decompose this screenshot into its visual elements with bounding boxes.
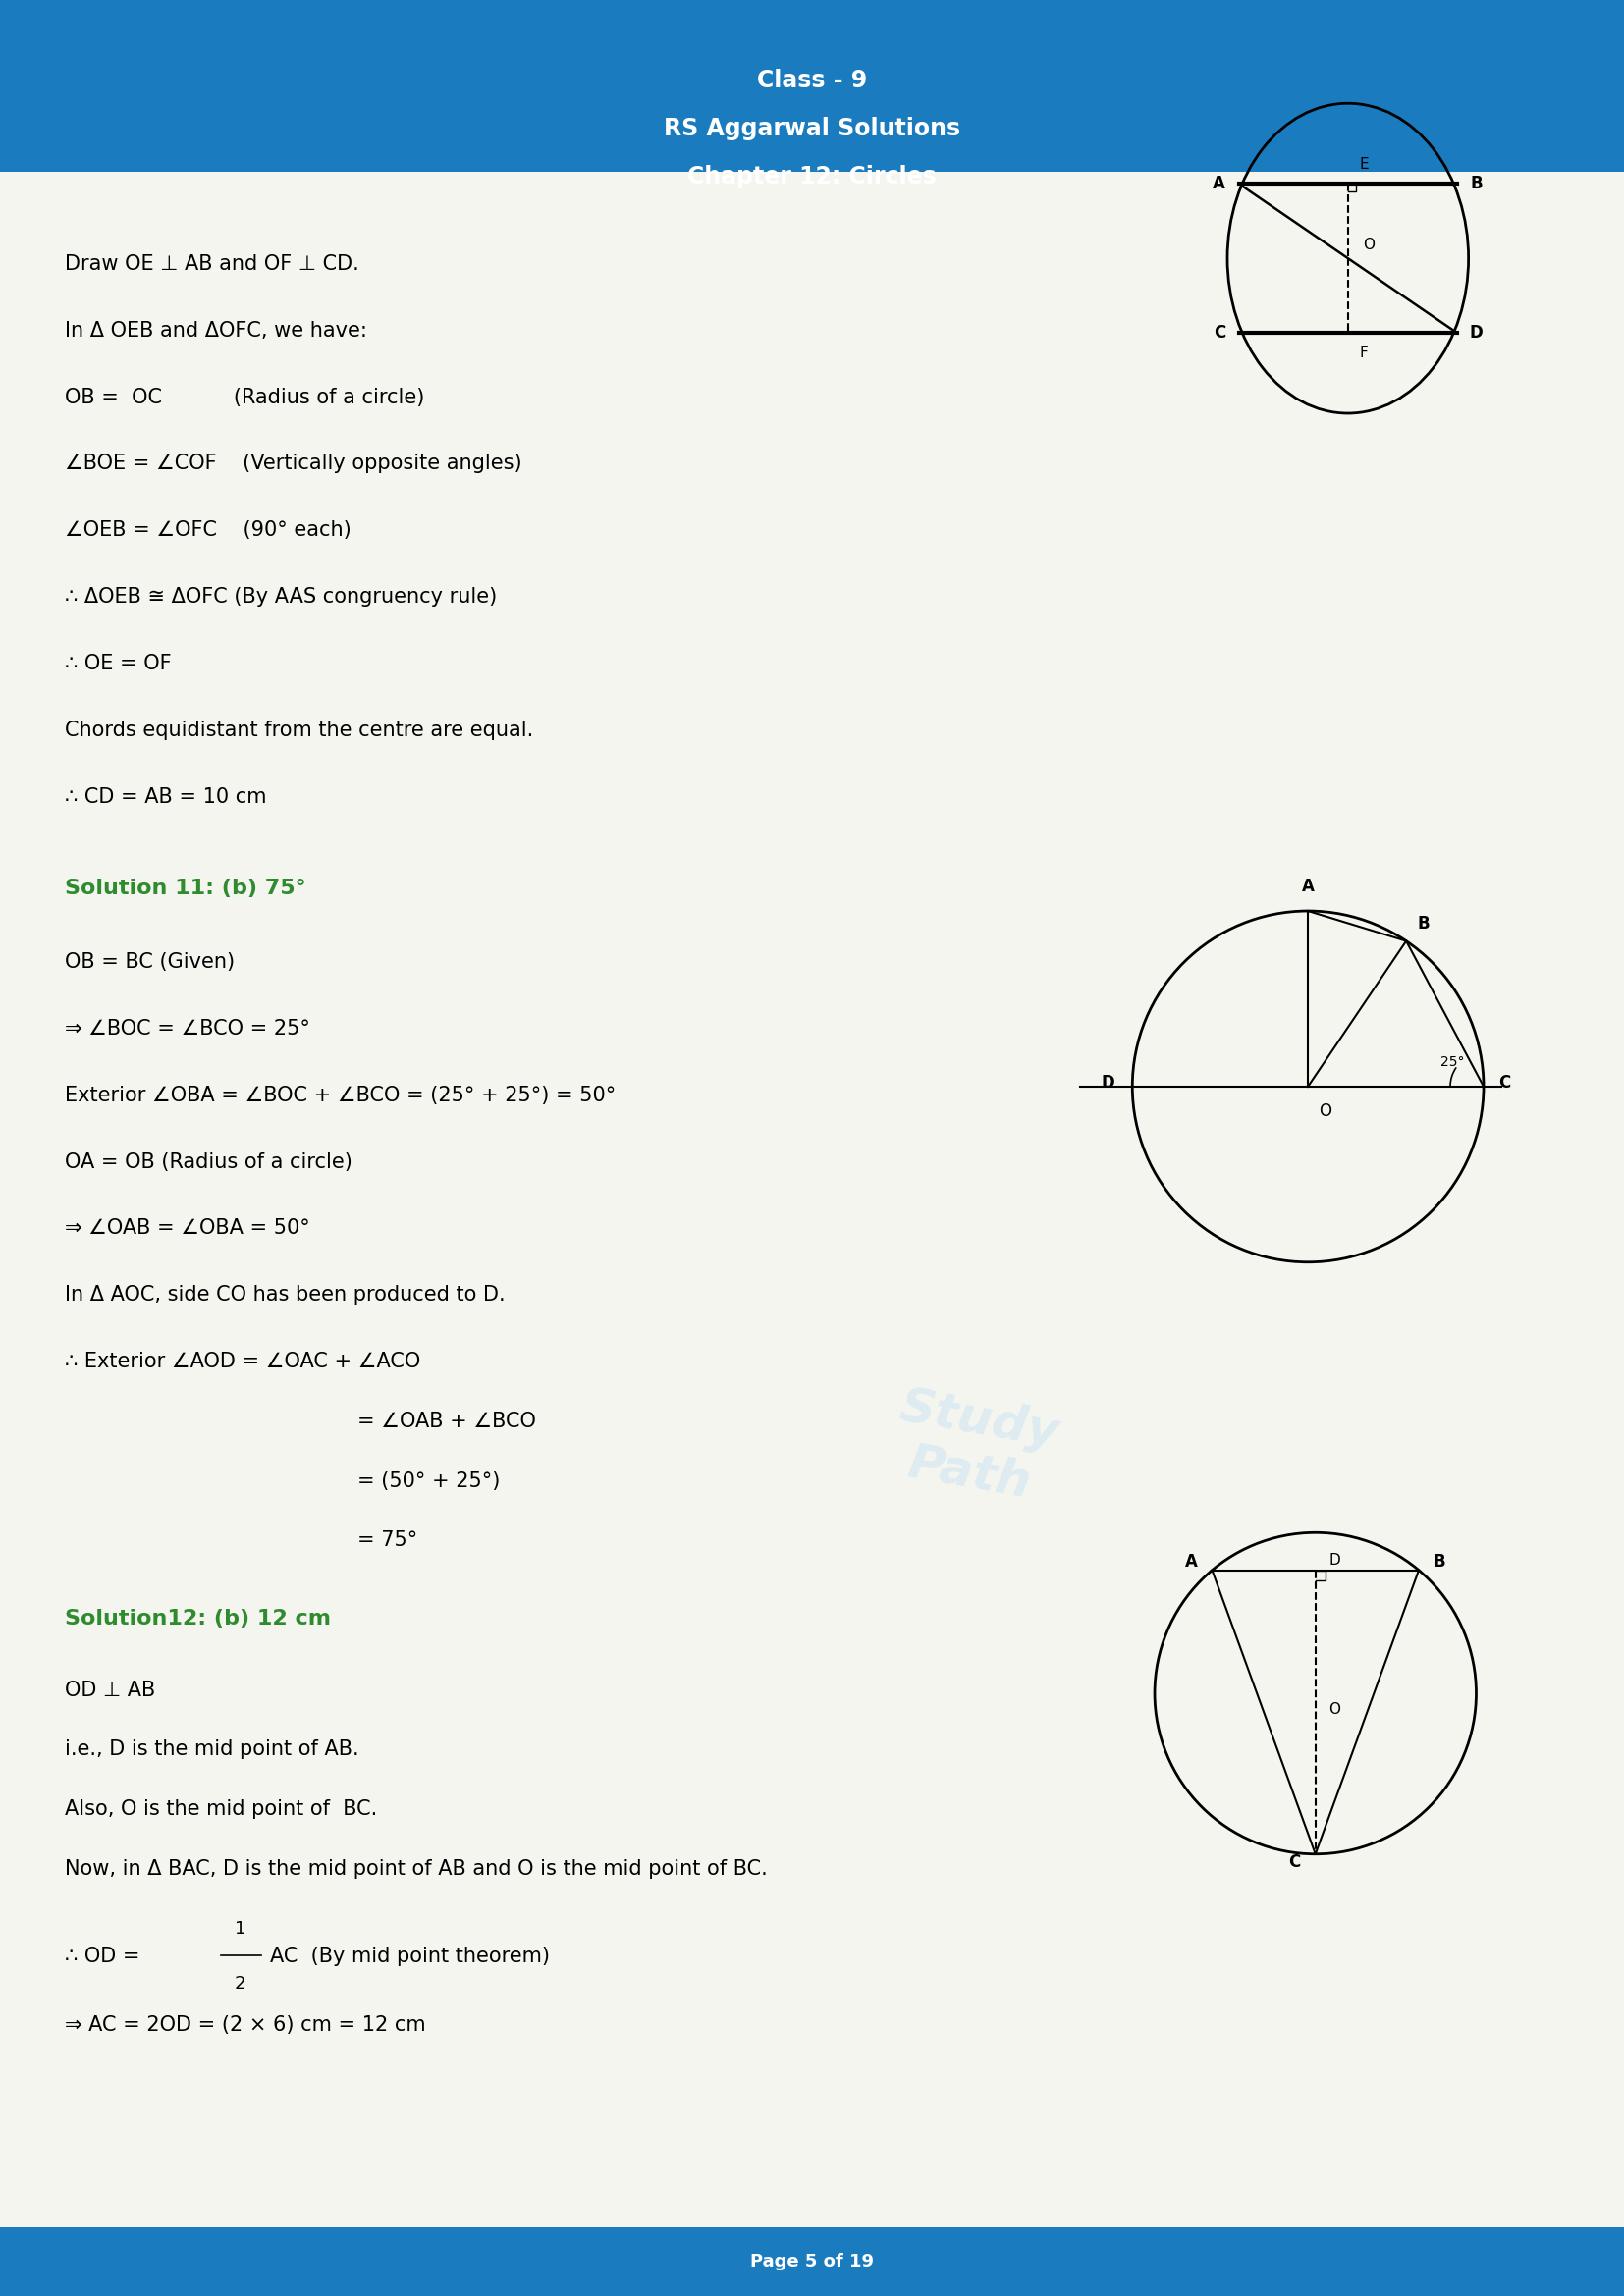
Text: ⇒ ∠OAB = ∠OBA = 50°: ⇒ ∠OAB = ∠OBA = 50° — [65, 1219, 310, 1238]
Text: O: O — [1363, 236, 1374, 253]
Text: Chapter 12: Circles: Chapter 12: Circles — [687, 165, 937, 188]
Text: 2: 2 — [235, 1975, 245, 1993]
Text: D: D — [1328, 1552, 1340, 1568]
FancyBboxPatch shape — [0, 0, 1624, 172]
Text: ∴ ΔOEB ≅ ΔOFC (By AAS congruency rule): ∴ ΔOEB ≅ ΔOFC (By AAS congruency rule) — [65, 588, 497, 606]
Text: i.e., D is the mid point of AB.: i.e., D is the mid point of AB. — [65, 1740, 359, 1759]
Text: Page 5 of 19: Page 5 of 19 — [750, 2252, 874, 2271]
Text: A: A — [1302, 877, 1314, 895]
Text: F: F — [1359, 344, 1369, 360]
Text: Solution12: (b) 12 cm: Solution12: (b) 12 cm — [65, 1609, 331, 1628]
Text: B: B — [1470, 174, 1483, 193]
Text: O: O — [1319, 1102, 1332, 1120]
Text: Now, in Δ BAC, D is the mid point of AB and O is the mid point of BC.: Now, in Δ BAC, D is the mid point of AB … — [65, 1860, 768, 1878]
Text: = 75°: = 75° — [357, 1531, 417, 1550]
Text: C: C — [1499, 1075, 1510, 1093]
Text: Draw OE ⊥ AB and OF ⊥ CD.: Draw OE ⊥ AB and OF ⊥ CD. — [65, 255, 359, 273]
Text: ∴ Exterior ∠AOD = ∠OAC + ∠ACO: ∴ Exterior ∠AOD = ∠OAC + ∠ACO — [65, 1352, 421, 1371]
Text: B: B — [1418, 914, 1431, 932]
Text: D: D — [1470, 324, 1483, 342]
Text: 25°: 25° — [1440, 1056, 1463, 1070]
Text: OD ⊥ AB: OD ⊥ AB — [65, 1681, 156, 1699]
Text: ∴ CD = AB = 10 cm: ∴ CD = AB = 10 cm — [65, 788, 266, 806]
Text: Also, O is the mid point of  BC.: Also, O is the mid point of BC. — [65, 1800, 377, 1818]
Text: ∠BOE = ∠COF    (Vertically opposite angles): ∠BOE = ∠COF (Vertically opposite angles) — [65, 455, 523, 473]
Text: D: D — [1101, 1075, 1114, 1093]
Text: Solution 11: (b) 75°: Solution 11: (b) 75° — [65, 879, 307, 898]
Text: C: C — [1213, 324, 1226, 342]
Text: O: O — [1328, 1701, 1341, 1717]
Text: AC  (By mid point theorem): AC (By mid point theorem) — [270, 1947, 549, 1965]
Text: Exterior ∠OBA = ∠BOC + ∠BCO = (25° + 25°) = 50°: Exterior ∠OBA = ∠BOC + ∠BCO = (25° + 25°… — [65, 1086, 615, 1104]
Text: OB = BC (Given): OB = BC (Given) — [65, 953, 235, 971]
Text: ⇒ ∠BOC = ∠BCO = 25°: ⇒ ∠BOC = ∠BCO = 25° — [65, 1019, 310, 1038]
Text: = ∠OAB + ∠BCO: = ∠OAB + ∠BCO — [357, 1412, 536, 1430]
Text: C: C — [1288, 1853, 1301, 1871]
Text: Class - 9: Class - 9 — [757, 69, 867, 92]
Text: B: B — [1434, 1554, 1445, 1570]
Text: In Δ AOC, side CO has been produced to D.: In Δ AOC, side CO has been produced to D… — [65, 1286, 505, 1304]
Text: A: A — [1186, 1554, 1197, 1570]
Text: A: A — [1213, 174, 1226, 193]
Text: = (50° + 25°): = (50° + 25°) — [357, 1472, 500, 1490]
FancyBboxPatch shape — [0, 2227, 1624, 2296]
Text: ∴ OE = OF: ∴ OE = OF — [65, 654, 172, 673]
Text: Study
Path: Study Path — [887, 1382, 1062, 1511]
Text: OB =  OC           (Radius of a circle): OB = OC (Radius of a circle) — [65, 388, 425, 406]
Text: 1: 1 — [235, 1919, 245, 1938]
Text: ∴ OD =: ∴ OD = — [65, 1947, 146, 1965]
Text: E: E — [1359, 156, 1369, 172]
Text: In Δ OEB and ΔOFC, we have:: In Δ OEB and ΔOFC, we have: — [65, 321, 367, 340]
Text: OA = OB (Radius of a circle): OA = OB (Radius of a circle) — [65, 1153, 352, 1171]
Text: ⇒ AC = 2OD = (2 × 6) cm = 12 cm: ⇒ AC = 2OD = (2 × 6) cm = 12 cm — [65, 2016, 425, 2034]
Text: Chords equidistant from the centre are equal.: Chords equidistant from the centre are e… — [65, 721, 534, 739]
Text: ∠OEB = ∠OFC    (90° each): ∠OEB = ∠OFC (90° each) — [65, 521, 351, 540]
Text: RS Aggarwal Solutions: RS Aggarwal Solutions — [664, 117, 960, 140]
